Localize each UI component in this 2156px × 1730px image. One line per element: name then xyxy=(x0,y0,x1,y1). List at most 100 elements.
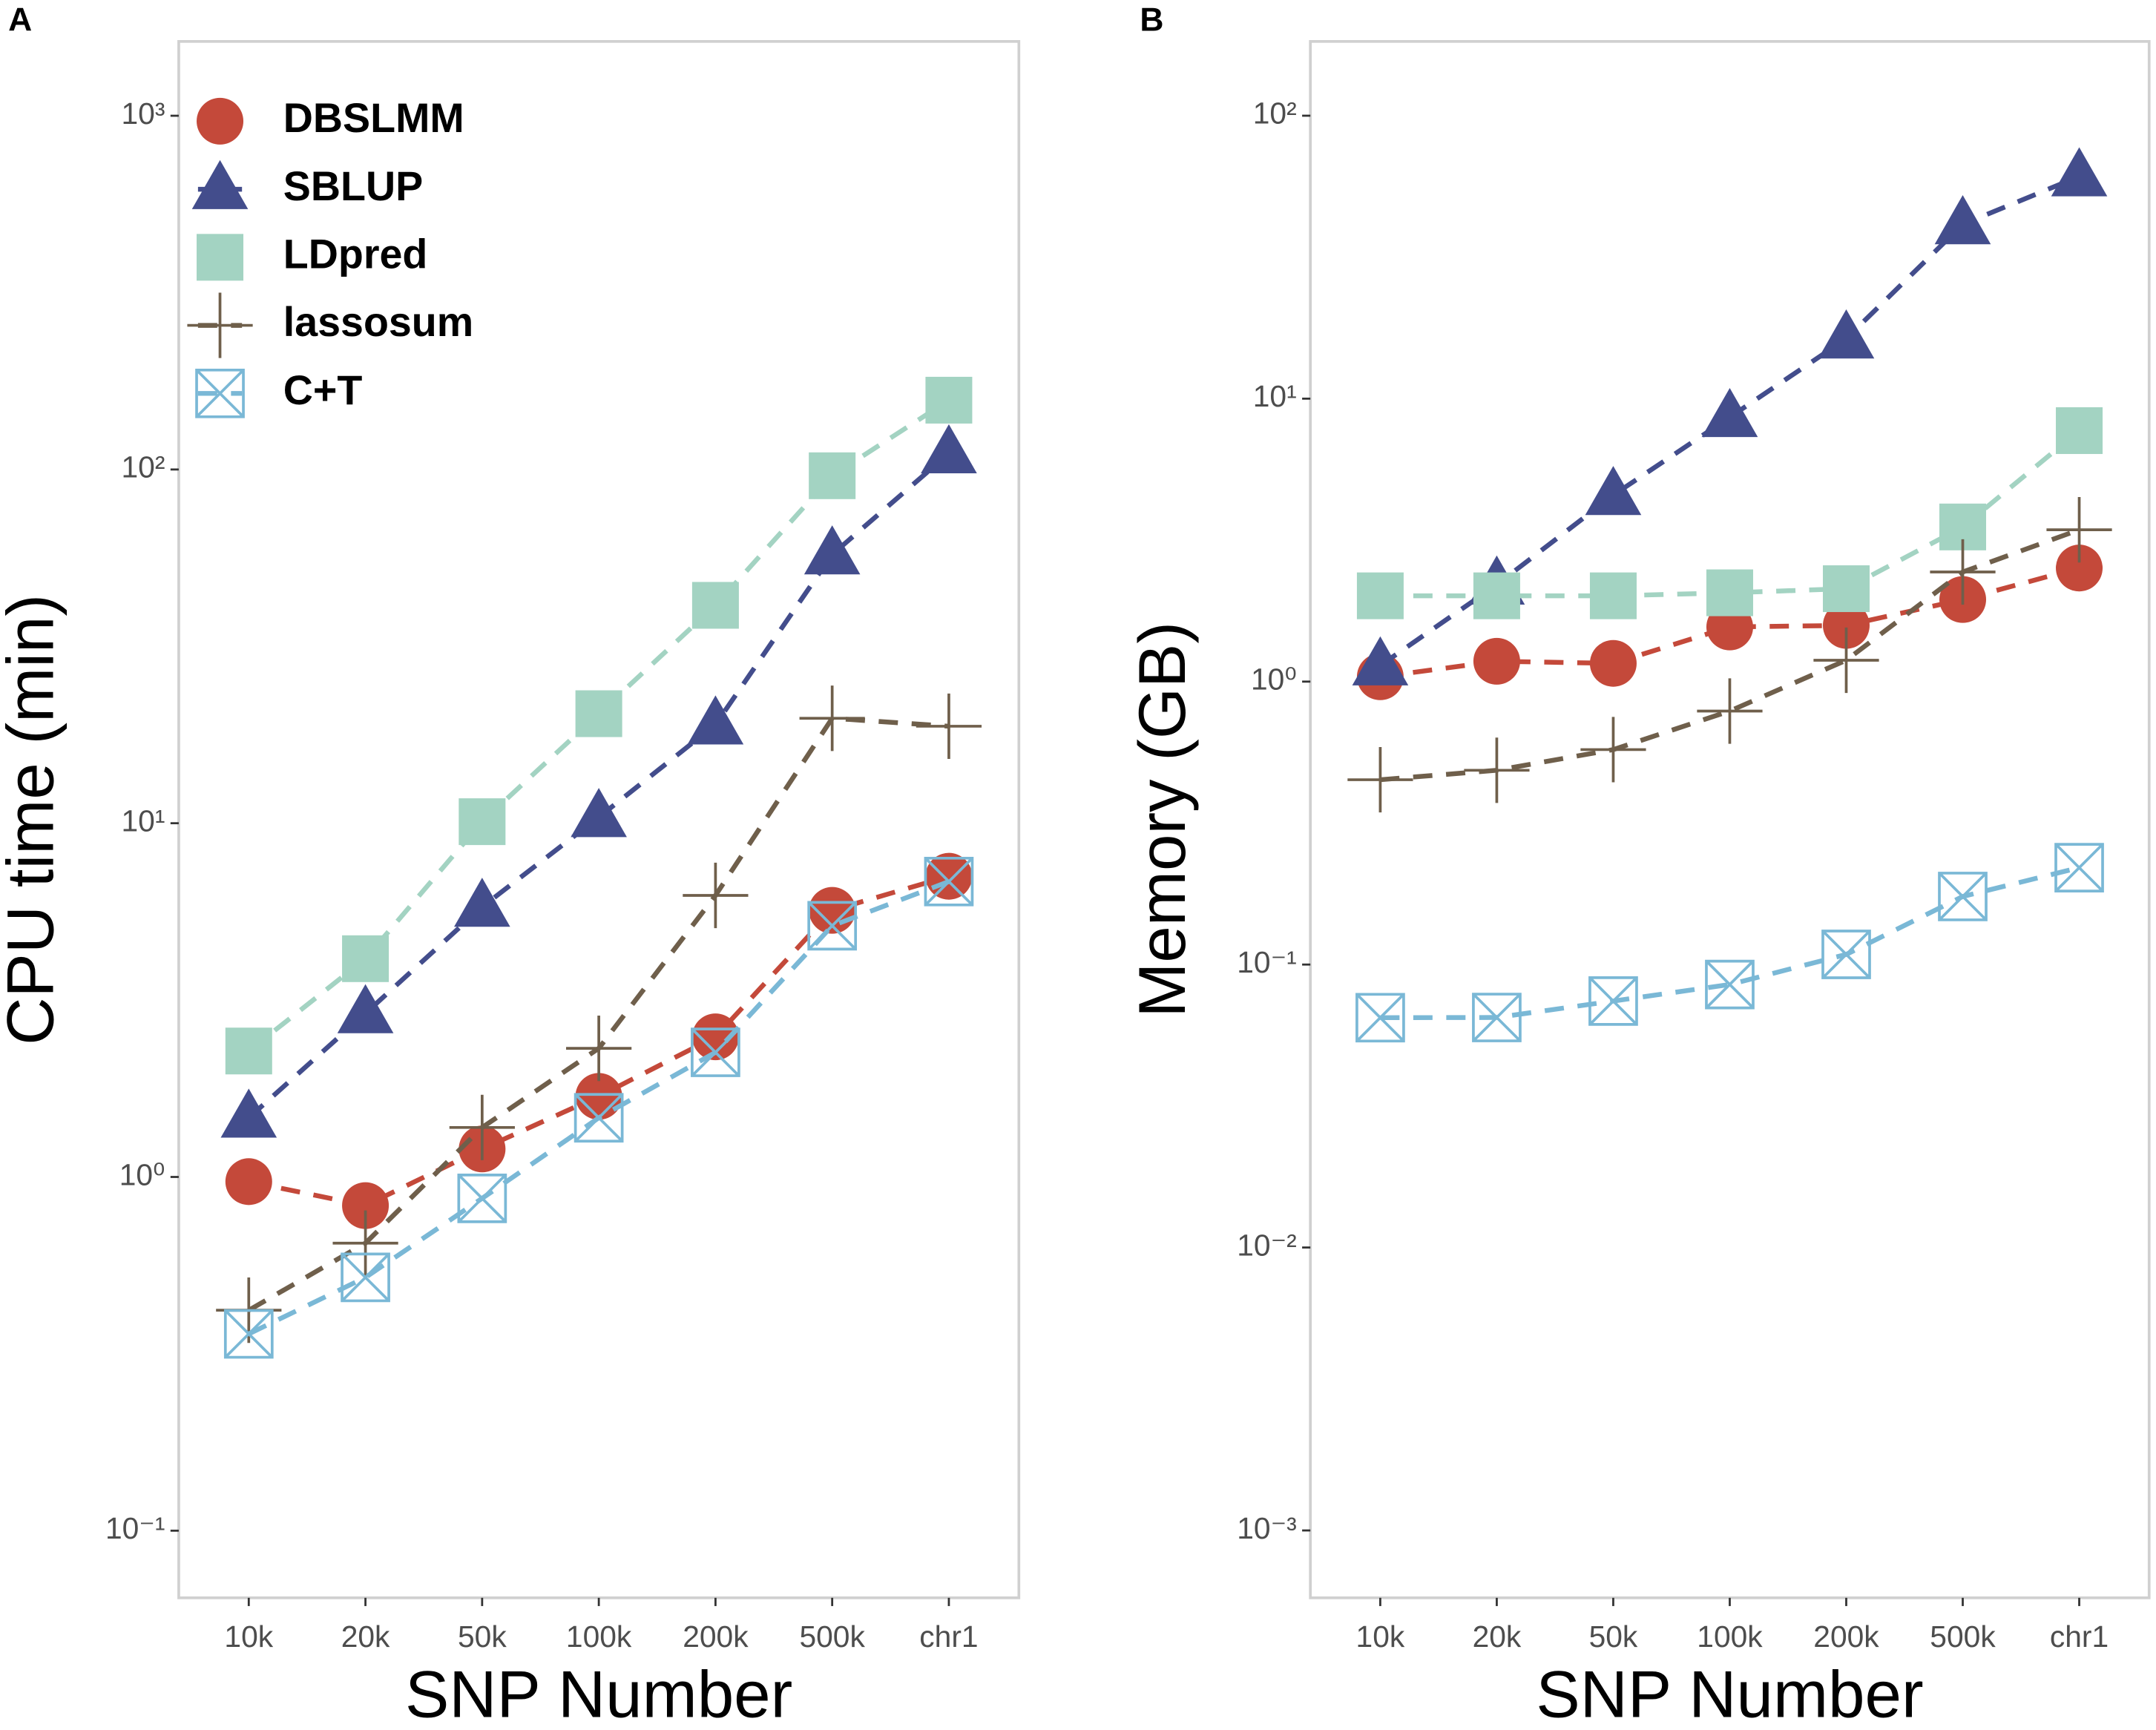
data-point xyxy=(571,788,627,838)
data-point xyxy=(342,1182,390,1229)
data-point xyxy=(1701,387,1758,438)
data-point xyxy=(342,935,390,982)
y-tick-label: 10⁻² xyxy=(1237,1228,1296,1262)
data-point xyxy=(575,1073,622,1120)
data-point xyxy=(457,1173,507,1223)
data-point xyxy=(2051,147,2108,197)
legend-marker xyxy=(195,368,245,418)
data-point xyxy=(1472,993,1522,1042)
y-tick-label: 10² xyxy=(121,450,165,484)
data-point xyxy=(916,693,982,760)
y-tick-label: 10² xyxy=(1253,96,1297,131)
data-point xyxy=(803,525,861,575)
x-tick-label: 20k xyxy=(1473,1619,1522,1654)
x-tick-label: chr1 xyxy=(2050,1619,2109,1654)
y-tick-label: 10⁻¹ xyxy=(105,1511,165,1545)
data-point xyxy=(1464,737,1530,803)
data-point xyxy=(1821,930,1871,979)
data-point xyxy=(575,690,622,737)
y-tick-label: 10¹ xyxy=(1253,379,1297,413)
data-point xyxy=(1352,636,1409,685)
panel-label: B xyxy=(1140,2,1163,39)
data-point xyxy=(1589,572,1637,619)
data-point xyxy=(1580,717,1646,783)
data-point xyxy=(691,1027,740,1077)
data-point xyxy=(454,878,510,927)
data-point xyxy=(1818,309,1875,359)
x-tick-label: 50k xyxy=(1589,1619,1638,1654)
data-point xyxy=(1934,195,1991,245)
data-point xyxy=(799,685,865,751)
legend-marker xyxy=(187,292,253,358)
legend-marker xyxy=(197,234,244,281)
data-point xyxy=(1930,539,1996,605)
data-point xyxy=(925,852,973,900)
data-point xyxy=(1705,959,1755,1010)
data-point xyxy=(220,1088,277,1138)
data-point xyxy=(449,1094,515,1160)
data-point xyxy=(2056,407,2103,454)
x-tick-label: 20k xyxy=(341,1619,390,1654)
legend-marker xyxy=(191,159,249,209)
plot-frame xyxy=(1309,40,2151,1599)
panel-label: A xyxy=(8,2,32,39)
data-point xyxy=(1706,569,1753,616)
x-axis-title: SNP Number xyxy=(1536,1657,1923,1730)
data-point xyxy=(573,1093,624,1143)
data-point xyxy=(683,862,749,929)
data-point xyxy=(1588,976,1638,1026)
x-tick-label: 10k xyxy=(1356,1619,1405,1654)
legend-label: SBLUP xyxy=(283,163,423,209)
legend-label: C+T xyxy=(283,367,363,413)
data-point xyxy=(1813,627,1879,694)
data-point xyxy=(1355,993,1405,1043)
data-point xyxy=(1822,602,1870,649)
y-tick-label: 10¹ xyxy=(121,803,165,838)
data-point xyxy=(691,582,739,629)
data-point xyxy=(924,856,974,907)
data-point xyxy=(1938,872,1988,921)
x-tick-label: 500k xyxy=(799,1619,865,1654)
data-point xyxy=(807,901,858,951)
y-tick-label: 10⁻³ xyxy=(1237,1511,1296,1545)
data-point xyxy=(2046,497,2112,563)
x-tick-label: 200k xyxy=(683,1619,749,1654)
y-axis-title: CPU time (min) xyxy=(0,594,68,1045)
data-point xyxy=(921,424,977,474)
data-point xyxy=(1473,637,1520,685)
x-tick-label: 10k xyxy=(224,1619,273,1654)
legend-label: lassosum xyxy=(283,299,473,345)
data-point xyxy=(223,1309,274,1359)
data-point xyxy=(1356,572,1404,619)
x-tick-label: 500k xyxy=(1930,1619,1996,1654)
data-point xyxy=(225,1027,272,1075)
data-point xyxy=(1589,639,1637,687)
legend-marker xyxy=(197,97,244,145)
data-point xyxy=(341,1252,390,1303)
data-point xyxy=(1585,466,1642,516)
data-point xyxy=(225,1158,272,1206)
data-point xyxy=(925,376,973,424)
data-point xyxy=(809,452,856,499)
data-point xyxy=(2054,843,2104,892)
data-point xyxy=(2056,545,2103,592)
y-tick-label: 10⁰ xyxy=(119,1157,165,1191)
x-tick-label: 100k xyxy=(1697,1619,1763,1654)
legend-label: LDpred xyxy=(283,231,428,277)
x-tick-label: 200k xyxy=(1813,1619,1879,1654)
x-axis-title: SNP Number xyxy=(405,1657,792,1730)
data-point xyxy=(1347,746,1413,813)
data-point xyxy=(332,1210,398,1276)
data-point xyxy=(566,1016,632,1082)
data-point xyxy=(1697,678,1763,744)
data-point xyxy=(1473,572,1520,619)
y-tick-label: 10⁰ xyxy=(1251,662,1297,697)
x-tick-label: chr1 xyxy=(919,1619,978,1654)
y-tick-label: 10³ xyxy=(121,96,165,131)
data-point xyxy=(1822,565,1870,613)
data-point xyxy=(687,695,744,745)
data-point xyxy=(691,1013,739,1061)
data-point xyxy=(459,798,506,846)
